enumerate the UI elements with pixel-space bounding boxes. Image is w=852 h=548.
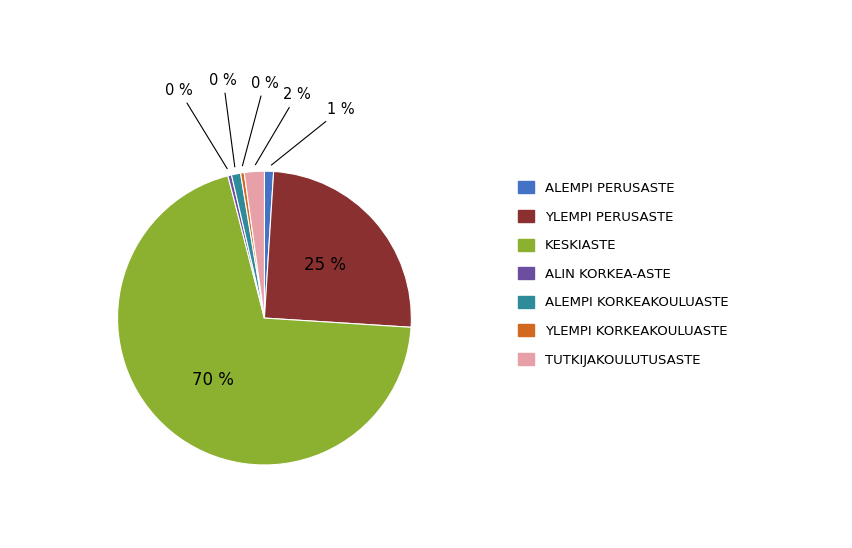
Text: 25 %: 25 %	[303, 255, 346, 273]
Wedge shape	[264, 172, 411, 327]
Text: 1 %: 1 %	[271, 102, 354, 165]
Wedge shape	[240, 173, 264, 318]
Text: 0 %: 0 %	[210, 72, 237, 167]
Wedge shape	[118, 176, 411, 465]
Wedge shape	[231, 173, 264, 318]
Wedge shape	[227, 175, 264, 318]
Text: 0 %: 0 %	[242, 76, 278, 166]
Legend: ALEMPI PERUSASTE, YLEMPI PERUSASTE, KESKIASTE, ALIN KORKEA-ASTE, ALEMPI KORKEAKO: ALEMPI PERUSASTE, YLEMPI PERUSASTE, KESK…	[518, 181, 728, 367]
Wedge shape	[264, 171, 273, 318]
Text: 0 %: 0 %	[165, 83, 227, 169]
Text: 70 %: 70 %	[192, 372, 233, 389]
Wedge shape	[244, 171, 264, 318]
Text: 2 %: 2 %	[255, 87, 310, 165]
